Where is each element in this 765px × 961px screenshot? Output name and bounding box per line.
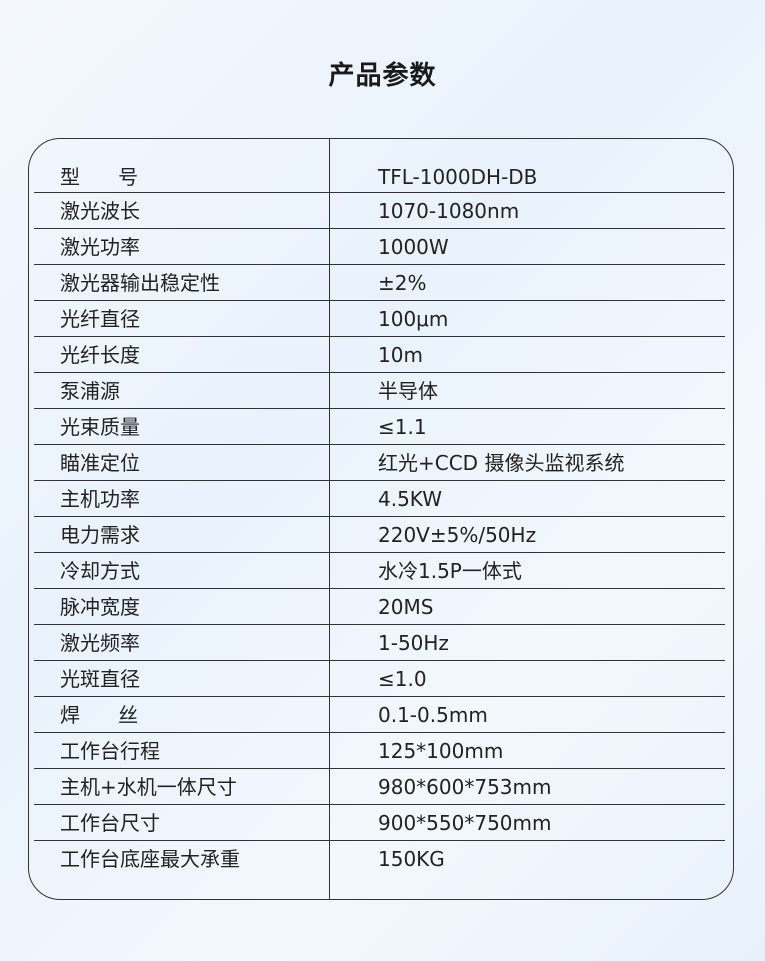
spec-table: 型 号 TFL-1000DH-DB 激光波长 1070-1080nm 激光功率 1000W… <box>34 138 725 877</box>
spec-label: 光纤直径 <box>60 307 140 331</box>
table-row: 光斑直径 ≤1.0 <box>34 661 725 697</box>
spec-value: 4.5KW <box>378 487 442 511</box>
spec-value: TFL-1000DH-DB <box>378 165 538 189</box>
spec-value: 0.1-0.5mm <box>378 703 488 727</box>
spec-value: 100μm <box>378 307 449 331</box>
spec-label: 冷却方式 <box>60 559 140 583</box>
table-row: 工作台尺寸 900*550*750mm <box>34 805 725 841</box>
table-row: 光束质量 ≤1.1 <box>34 409 725 445</box>
spec-label: 泵浦源 <box>60 379 120 403</box>
table-row: 工作台底座最大承重 150KG <box>34 841 725 877</box>
spec-label: 工作台尺寸 <box>60 811 160 835</box>
table-row: 型 号 TFL-1000DH-DB <box>34 138 725 193</box>
spec-label: 激光功率 <box>60 235 140 259</box>
spec-label: 光束质量 <box>60 415 140 439</box>
table-row: 泵浦源 半导体 <box>34 373 725 409</box>
spec-value: 1-50Hz <box>378 631 449 655</box>
table-row: 激光器输出稳定性 ±2% <box>34 265 725 301</box>
spec-label: 主机+水机一体尺寸 <box>60 775 237 799</box>
table-row: 瞄准定位 红光+CCD 摄像头监视系统 <box>34 445 725 481</box>
spec-value: ±2% <box>378 271 427 295</box>
spec-label: 激光频率 <box>60 631 140 655</box>
table-row: 冷却方式 水冷1.5P一体式 <box>34 553 725 589</box>
spec-label: 焊 丝 <box>60 703 139 727</box>
spec-value: ≤1.1 <box>378 415 427 439</box>
spec-value: 900*550*750mm <box>378 811 552 835</box>
spec-label: 电力需求 <box>60 523 140 547</box>
table-row: 主机+水机一体尺寸 980*600*753mm <box>34 769 725 805</box>
table-row: 激光频率 1-50Hz <box>34 625 725 661</box>
spec-value: ≤1.0 <box>378 667 427 691</box>
table-row: 电力需求 220V±5%/50Hz <box>34 517 725 553</box>
spec-label: 主机功率 <box>60 487 140 511</box>
spec-label: 瞄准定位 <box>60 451 140 475</box>
spec-label: 激光波长 <box>60 199 140 223</box>
spec-label: 工作台底座最大承重 <box>60 847 240 871</box>
column-divider <box>329 138 330 900</box>
spec-label: 工作台行程 <box>60 739 160 763</box>
spec-value: 1000W <box>378 235 449 259</box>
spec-value: 10m <box>378 343 423 367</box>
table-row: 激光波长 1070-1080nm <box>34 193 725 229</box>
table-row: 光纤长度 10m <box>34 337 725 373</box>
spec-value: 220V±5%/50Hz <box>378 523 537 547</box>
spec-value: 980*600*753mm <box>378 775 552 799</box>
spec-label: 脉冲宽度 <box>60 595 140 619</box>
spec-value: 20MS <box>378 595 434 619</box>
table-row: 光纤直径 100μm <box>34 301 725 337</box>
table-row: 工作台行程 125*100mm <box>34 733 725 769</box>
spec-value: 水冷1.5P一体式 <box>378 559 522 583</box>
table-row: 主机功率 4.5KW <box>34 481 725 517</box>
table-row: 焊 丝 0.1-0.5mm <box>34 697 725 733</box>
table-row: 激光功率 1000W <box>34 229 725 265</box>
spec-value: 1070-1080nm <box>378 199 520 223</box>
spec-value: 150KG <box>378 847 445 871</box>
spec-label: 型 号 <box>60 165 139 189</box>
spec-label: 激光器输出稳定性 <box>60 271 220 295</box>
page-title: 产品参数 <box>328 61 437 91</box>
spec-table-frame <box>28 138 734 900</box>
table-row: 脉冲宽度 20MS <box>34 589 725 625</box>
spec-value: 红光+CCD 摄像头监视系统 <box>378 451 625 475</box>
spec-label: 光纤长度 <box>60 343 140 367</box>
spec-label: 光斑直径 <box>60 667 140 691</box>
spec-value: 125*100mm <box>378 739 504 763</box>
spec-value: 半导体 <box>378 379 438 403</box>
